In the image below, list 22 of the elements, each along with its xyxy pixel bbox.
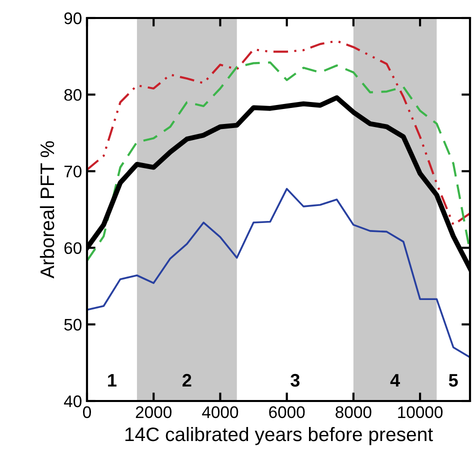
line-series bbox=[87, 61, 470, 262]
annotation: 5 bbox=[448, 374, 458, 387]
annotation: 3 bbox=[290, 374, 300, 387]
annotation: 4 bbox=[390, 374, 400, 387]
line-series bbox=[87, 188, 470, 358]
x-tick-label: 0 bbox=[83, 406, 91, 418]
x-tick-label: 8000 bbox=[336, 406, 372, 418]
y-tick-label: 60 bbox=[64, 242, 82, 254]
x-tick-label: 2000 bbox=[136, 406, 172, 418]
line-series bbox=[87, 40, 470, 226]
y-tick-label: 40 bbox=[64, 395, 82, 408]
x-tick-label: 10000 bbox=[398, 406, 443, 418]
y-tick-label: 70 bbox=[64, 166, 82, 178]
x-tick-label: 4000 bbox=[202, 406, 238, 418]
annotation: 2 bbox=[182, 374, 192, 387]
y-axis-title: Arboreal PFT % bbox=[40, 141, 54, 278]
x-axis-title: 14C calibrated years before present bbox=[125, 426, 433, 446]
annotation: 1 bbox=[108, 374, 116, 387]
y-tick-label: 50 bbox=[64, 318, 82, 331]
y-tick-label: 90 bbox=[64, 12, 82, 24]
y-tick-label: 80 bbox=[64, 89, 82, 101]
x-tick-label: 6000 bbox=[269, 406, 305, 418]
